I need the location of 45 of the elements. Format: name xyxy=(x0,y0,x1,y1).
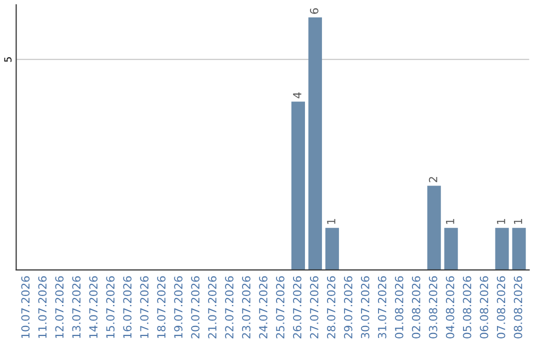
x-tick-label: 16.07.2026 xyxy=(123,276,132,338)
x-tick-label: 27.07.2026 xyxy=(310,276,318,338)
data-label: 1 xyxy=(514,219,522,224)
data-label: 1 xyxy=(327,219,336,224)
x-tick-label: 18.07.2026 xyxy=(157,276,166,338)
x-tick-label: 23.07.2026 xyxy=(242,276,250,338)
x-tick-label: 04.08.2026 xyxy=(446,276,454,338)
x-tick-label: 15.07.2026 xyxy=(106,276,115,338)
bar xyxy=(291,102,305,270)
x-tick-label: 26.07.2026 xyxy=(293,276,302,338)
bar xyxy=(427,186,441,270)
x-tick-label: 01.08.2026 xyxy=(394,276,404,338)
x-tick-label: 22.07.2026 xyxy=(225,276,234,338)
data-label: 2 xyxy=(428,177,438,182)
x-tick-label: 19.07.2026 xyxy=(174,276,182,338)
data-label: 4 xyxy=(293,92,302,98)
x-tick-label: 05.08.2026 xyxy=(462,276,472,338)
x-tick-label: 10.07.2026 xyxy=(21,276,30,338)
x-tick-label: 25.07.2026 xyxy=(276,276,284,338)
x-tick-label: 24.07.2026 xyxy=(259,276,268,338)
x-tick-label: 08.08.2026 xyxy=(514,276,522,338)
x-tick-label: 11.07.2026 xyxy=(38,276,47,338)
bar xyxy=(308,17,322,270)
bar xyxy=(444,228,458,270)
x-tick-label: 20.07.2026 xyxy=(191,276,200,338)
x-tick-label: 14.07.2026 xyxy=(89,276,98,338)
bar xyxy=(495,228,509,270)
bar xyxy=(325,228,339,270)
data-label: 6 xyxy=(310,8,318,14)
x-tick-label: 07.08.2026 xyxy=(496,276,506,338)
x-tick-label: 02.08.2026 xyxy=(412,276,420,338)
data-label: 1 xyxy=(496,219,506,224)
x-tick-label: 03.08.2026 xyxy=(428,276,438,338)
data-label: 1 xyxy=(446,219,454,224)
x-tick-label: 12.07.2026 xyxy=(55,276,64,338)
x-tick-label: 17.07.2026 xyxy=(140,276,149,338)
x-tick-label: 13.07.2026 xyxy=(72,276,81,338)
x-tick-label: 21.07.2026 xyxy=(208,276,216,338)
y-tick-label: 5 xyxy=(4,57,12,62)
x-tick-label: 29.07.2026 xyxy=(344,276,352,338)
x-tick-label: 06.08.2026 xyxy=(480,276,488,338)
x-tick-label: 30.07.2026 xyxy=(360,276,370,338)
bar xyxy=(512,228,526,270)
x-tick-label: 31.07.2026 xyxy=(378,276,386,338)
x-tick-label: 28.07.2026 xyxy=(326,276,336,338)
